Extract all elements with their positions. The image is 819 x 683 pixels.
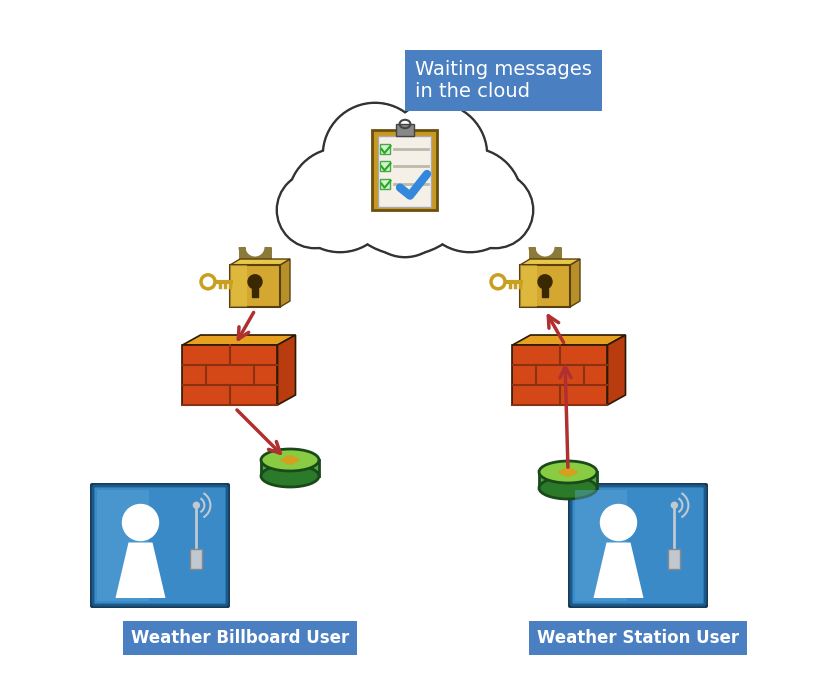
Bar xyxy=(377,135,442,215)
Bar xyxy=(190,549,202,569)
Text: Weather Station User: Weather Station User xyxy=(536,629,738,647)
Bar xyxy=(538,472,596,488)
Bar xyxy=(380,161,390,171)
FancyBboxPatch shape xyxy=(519,265,569,307)
Text: Waiting messages
in the cloud: Waiting messages in the cloud xyxy=(414,60,591,101)
Bar xyxy=(574,490,627,601)
Polygon shape xyxy=(115,542,165,598)
Circle shape xyxy=(364,174,446,256)
Polygon shape xyxy=(229,259,290,265)
Circle shape xyxy=(671,502,676,508)
Bar xyxy=(260,460,319,476)
Circle shape xyxy=(287,148,391,252)
Bar xyxy=(97,490,149,601)
Circle shape xyxy=(383,104,486,206)
Circle shape xyxy=(122,505,158,540)
FancyBboxPatch shape xyxy=(90,483,229,608)
Bar xyxy=(378,136,431,207)
Polygon shape xyxy=(512,335,625,345)
Polygon shape xyxy=(277,335,295,405)
Circle shape xyxy=(418,148,522,252)
Bar xyxy=(380,179,390,189)
Circle shape xyxy=(336,116,473,254)
Circle shape xyxy=(310,145,400,235)
Circle shape xyxy=(323,103,427,207)
Circle shape xyxy=(382,103,486,207)
Circle shape xyxy=(410,145,500,235)
Circle shape xyxy=(410,146,499,234)
Bar xyxy=(541,282,547,296)
Polygon shape xyxy=(279,259,290,307)
Circle shape xyxy=(278,173,351,247)
FancyBboxPatch shape xyxy=(570,486,704,605)
Bar xyxy=(667,549,680,569)
Circle shape xyxy=(324,104,426,206)
Bar xyxy=(380,144,390,154)
Text: Weather Billboard User: Weather Billboard User xyxy=(131,629,349,647)
Polygon shape xyxy=(183,335,295,345)
FancyBboxPatch shape xyxy=(229,265,279,307)
Bar xyxy=(229,265,247,307)
FancyBboxPatch shape xyxy=(568,483,707,608)
Bar xyxy=(519,265,536,307)
Ellipse shape xyxy=(538,461,596,483)
FancyBboxPatch shape xyxy=(93,486,227,605)
Ellipse shape xyxy=(260,465,319,487)
Bar xyxy=(372,130,437,210)
Circle shape xyxy=(310,146,399,234)
Bar xyxy=(183,345,277,405)
Circle shape xyxy=(537,275,551,289)
Bar xyxy=(512,345,607,405)
Circle shape xyxy=(193,502,199,508)
Circle shape xyxy=(363,173,446,257)
Circle shape xyxy=(247,275,262,289)
Ellipse shape xyxy=(260,449,319,471)
Polygon shape xyxy=(569,259,579,307)
Circle shape xyxy=(288,149,391,251)
Ellipse shape xyxy=(538,477,596,499)
Circle shape xyxy=(456,172,532,248)
Bar xyxy=(251,282,258,296)
Circle shape xyxy=(600,505,636,540)
Circle shape xyxy=(419,149,520,251)
Circle shape xyxy=(277,172,352,248)
Polygon shape xyxy=(607,335,625,405)
Polygon shape xyxy=(593,542,643,598)
Polygon shape xyxy=(519,259,579,265)
Bar xyxy=(396,124,414,136)
Circle shape xyxy=(335,115,474,255)
Circle shape xyxy=(458,173,532,247)
